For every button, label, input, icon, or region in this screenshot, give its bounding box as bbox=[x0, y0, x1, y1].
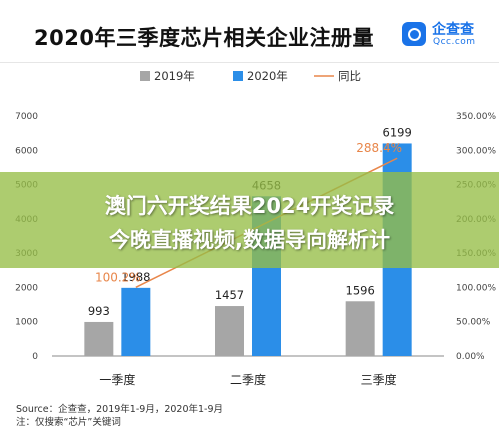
chart-header: 2020年三季度芯片相关企业注册量 企查查 Qcc.com bbox=[0, 0, 499, 63]
bar-value-label: 1988 bbox=[121, 270, 150, 284]
source-note: 注：仅搜索“芯片”关键词 bbox=[16, 417, 121, 428]
banner-line-1: 澳门六开奖结果2024开奖记录 bbox=[104, 194, 395, 218]
x-tick-label: 三季度 bbox=[361, 372, 397, 387]
qcc-logo-icon bbox=[402, 22, 426, 46]
y-tick-label: 1000 bbox=[15, 318, 38, 328]
source-line: Source：企查查，2019年1-9月，2020年1-9月 bbox=[16, 404, 224, 415]
banner-line-2: 今晚直播视频,数据导向解析计 bbox=[109, 228, 390, 252]
chart-source: Source：企查查，2019年1-9月，2020年1-9月 注：仅搜索“芯片”… bbox=[16, 403, 223, 429]
bar-2020 bbox=[121, 287, 151, 356]
chart-title: 2020年三季度芯片相关企业注册量 bbox=[34, 26, 374, 50]
y2-tick-label: 50.00% bbox=[456, 318, 491, 328]
y2-tick-label: 100.00% bbox=[456, 283, 496, 293]
y-tick-label: 7000 bbox=[15, 112, 38, 122]
brand-url: Qcc.com bbox=[433, 37, 476, 47]
bar-value-label: 993 bbox=[88, 304, 110, 318]
bar-2019 bbox=[215, 306, 244, 356]
legend-swatch bbox=[233, 71, 243, 81]
bar-2019 bbox=[84, 321, 114, 356]
growth-label: 288.4% bbox=[356, 141, 402, 155]
x-tick-label: 一季度 bbox=[99, 372, 135, 387]
x-tick-label: 二季度 bbox=[230, 372, 266, 387]
y2-tick-label: 0.00% bbox=[456, 352, 485, 362]
legend-label: 2019年 bbox=[154, 69, 195, 83]
legend-label: 2020年 bbox=[247, 69, 288, 83]
bar-2019 bbox=[345, 301, 375, 356]
brand-logo: 企查查 Qcc.com bbox=[402, 18, 492, 52]
y2-tick-label: 350.00% bbox=[456, 112, 496, 122]
legend-swatch bbox=[140, 71, 150, 81]
y-tick-label: 6000 bbox=[15, 146, 38, 156]
y-tick-label: 2000 bbox=[15, 283, 38, 293]
bar-value-label: 6199 bbox=[383, 125, 412, 139]
overlay-banner: 澳门六开奖结果2024开奖记录 今晚直播视频,数据导向解析计 bbox=[0, 172, 499, 268]
bar-value-label: 1457 bbox=[215, 288, 244, 302]
growth-label: 100.2% bbox=[95, 270, 141, 284]
legend-label: 同比 bbox=[338, 69, 361, 83]
bar-value-label: 1596 bbox=[346, 283, 375, 297]
y2-tick-label: 300.00% bbox=[456, 146, 496, 156]
brand-name: 企查查 bbox=[432, 22, 474, 38]
y-tick-label: 0 bbox=[32, 352, 38, 362]
